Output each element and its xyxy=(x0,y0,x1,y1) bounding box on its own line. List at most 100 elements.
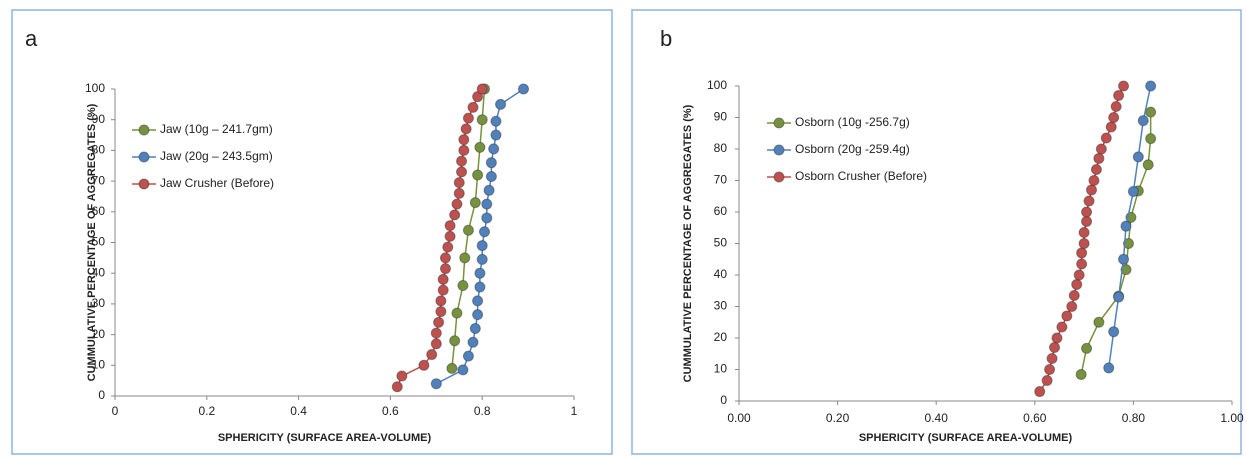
data-point xyxy=(1145,106,1157,118)
legend-marker xyxy=(138,124,150,136)
data-point xyxy=(1081,342,1093,354)
data-point xyxy=(490,115,502,127)
data-point xyxy=(442,241,454,253)
data-point xyxy=(449,209,461,221)
data-point xyxy=(481,198,493,210)
panel-label: b xyxy=(660,26,672,51)
y-axis-label: CUMMULATIVE PERCENTAGE OF AGGREGATES (%) xyxy=(682,104,694,382)
y-tick-label: 100 xyxy=(85,81,105,95)
data-point xyxy=(456,155,468,167)
data-point xyxy=(469,322,481,334)
data-point xyxy=(481,212,493,224)
y-tick-label: 60 xyxy=(92,204,106,218)
legend-marker xyxy=(138,178,150,190)
data-point xyxy=(1113,89,1125,101)
data-point xyxy=(449,335,461,347)
legend-label: Jaw Crusher (Before) xyxy=(160,176,274,190)
data-point xyxy=(1108,326,1120,338)
y-tick-label: 30 xyxy=(714,299,728,313)
data-point xyxy=(1122,238,1134,249)
data-point xyxy=(446,362,458,374)
data-point xyxy=(1100,132,1112,144)
data-point xyxy=(495,98,507,110)
data-point xyxy=(458,144,470,156)
data-point xyxy=(462,112,474,124)
data-point xyxy=(1078,226,1090,238)
data-point xyxy=(1083,195,1095,207)
data-point xyxy=(460,123,472,135)
data-point xyxy=(433,316,445,328)
y-tick-label: 20 xyxy=(714,330,728,344)
y-tick-label: 100 xyxy=(707,78,727,92)
y-tick-label: 40 xyxy=(714,267,728,281)
y-tick-label: 30 xyxy=(92,296,106,310)
data-point xyxy=(456,166,468,178)
data-point xyxy=(1142,159,1154,171)
x-tick-label: 0.80 xyxy=(1122,411,1146,425)
data-point xyxy=(1103,362,1115,374)
data-point xyxy=(1095,143,1107,155)
data-point xyxy=(1078,238,1090,249)
panel-b xyxy=(631,9,1242,455)
data-point xyxy=(490,129,502,141)
data-point xyxy=(1085,184,1097,196)
data-point xyxy=(1090,163,1102,175)
legend-label: Osborn (20g -259.4g) xyxy=(795,142,910,156)
data-point xyxy=(1118,80,1130,92)
y-tick-label: 0 xyxy=(98,388,105,402)
y-tick-label: 60 xyxy=(714,204,728,218)
data-point xyxy=(430,338,442,350)
data-point xyxy=(1118,253,1130,265)
data-point xyxy=(1071,278,1083,290)
data-point xyxy=(396,370,408,382)
data-point xyxy=(1056,321,1068,333)
data-point xyxy=(467,336,479,348)
data-point xyxy=(1105,121,1117,133)
x-tick-label: 0.40 xyxy=(925,411,949,425)
series-line xyxy=(435,88,524,385)
data-point xyxy=(1113,291,1125,303)
data-point xyxy=(1051,332,1063,344)
x-axis-label: SPHERICITY (SURFACE AREA-VOLUME) xyxy=(859,432,1073,444)
data-point xyxy=(426,349,438,361)
legend-label: Osborn Crusher (Before) xyxy=(795,169,927,183)
data-point xyxy=(476,114,488,126)
data-point xyxy=(462,224,474,236)
y-tick-label: 50 xyxy=(92,235,106,249)
data-point xyxy=(391,381,403,393)
x-tick-label: 0.2 xyxy=(198,404,215,418)
data-point xyxy=(1061,310,1073,322)
legend-label: Jaw (10g – 241.7gm) xyxy=(160,122,273,136)
data-point xyxy=(444,230,456,242)
data-point xyxy=(472,309,484,321)
y-tick-label: 50 xyxy=(714,236,728,250)
data-point xyxy=(485,170,497,182)
legend-label: Jaw (20g – 243.5gm) xyxy=(160,149,273,163)
legend-marker xyxy=(773,171,785,183)
x-tick-label: 0.6 xyxy=(382,404,399,418)
data-point xyxy=(476,240,488,252)
data-point xyxy=(453,187,465,199)
data-point xyxy=(1034,386,1046,398)
data-point xyxy=(418,359,430,371)
data-point xyxy=(1049,341,1061,353)
panel-label: a xyxy=(25,26,38,51)
data-point xyxy=(1046,352,1058,364)
data-point xyxy=(1081,215,1093,227)
data-point xyxy=(474,267,486,279)
data-point xyxy=(435,306,447,318)
data-point xyxy=(1120,264,1132,276)
data-point xyxy=(1044,364,1056,375)
data-point xyxy=(1073,269,1085,281)
data-point xyxy=(430,327,442,339)
legend-label: Osborn (10g -256.7g) xyxy=(795,115,910,129)
data-point xyxy=(439,263,451,275)
data-point xyxy=(437,284,449,296)
y-tick-label: 80 xyxy=(714,141,728,155)
data-point xyxy=(476,83,488,95)
data-point xyxy=(1127,186,1139,198)
x-tick-label: 0.8 xyxy=(474,404,491,418)
y-tick-label: 90 xyxy=(714,110,728,124)
data-point xyxy=(474,141,486,153)
data-point xyxy=(1088,175,1100,186)
